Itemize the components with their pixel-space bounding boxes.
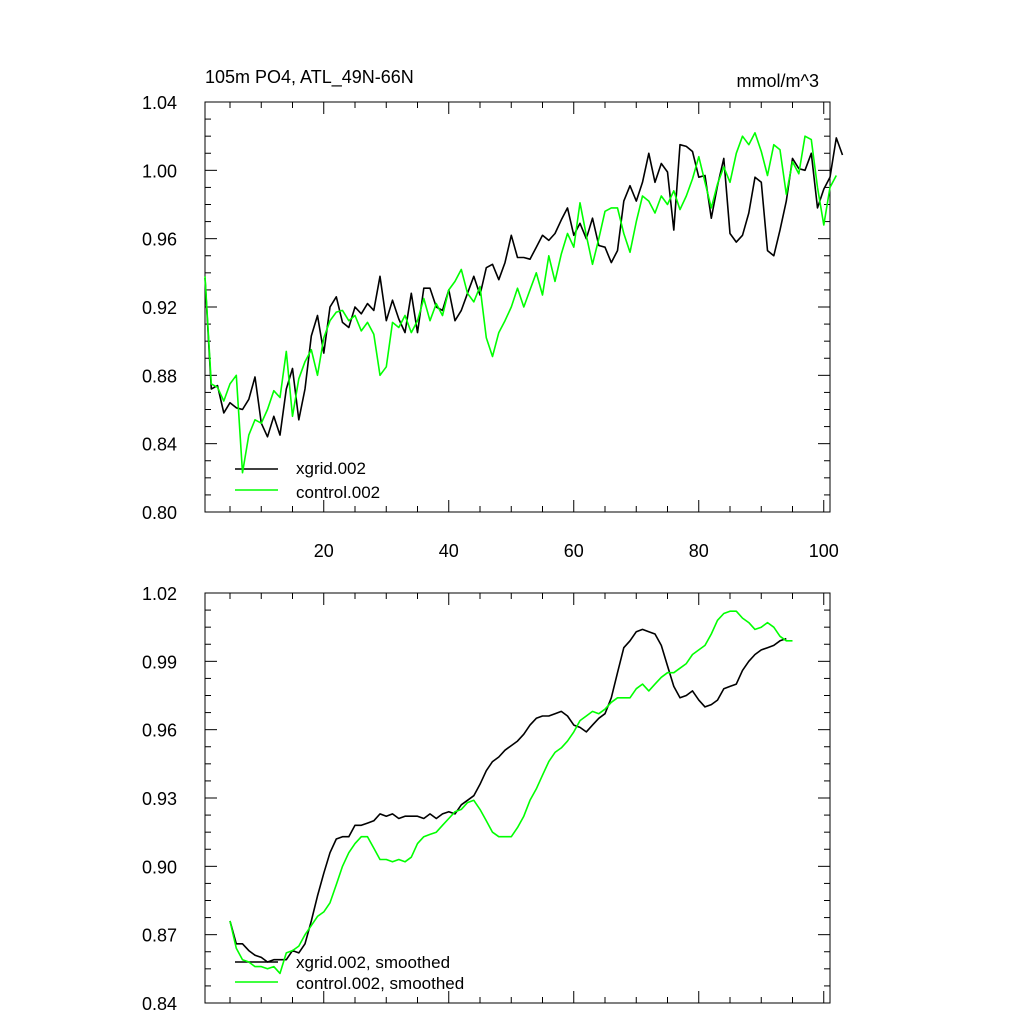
top-legend-label-control: control.002 bbox=[296, 483, 380, 502]
top-y-tick-label: 0.88 bbox=[142, 366, 177, 386]
top-y-tick-label: 0.84 bbox=[142, 435, 177, 455]
top-x-tick-label: 60 bbox=[564, 541, 584, 561]
top-series-line-control bbox=[204, 132, 838, 474]
top-legend-label-xgrid: xgrid.002 bbox=[296, 459, 366, 478]
top-y-tick-label: 1.04 bbox=[142, 93, 177, 113]
top-y-tick-label: 0.92 bbox=[142, 298, 177, 318]
bottom-series-line-control bbox=[229, 610, 793, 975]
top-series-line-xgrid bbox=[204, 137, 844, 438]
bottom-series-line-xgrid bbox=[229, 628, 787, 963]
bottom-plot-frame bbox=[204, 592, 831, 1004]
top-x-tick-label: 40 bbox=[439, 541, 459, 561]
top-plot-frame bbox=[204, 101, 831, 513]
bottom-legend-label-xgrid: xgrid.002, smoothed bbox=[296, 953, 450, 972]
top-x-tick-label: 20 bbox=[314, 541, 334, 561]
top-y-tick-label: 0.96 bbox=[142, 230, 177, 250]
bottom-y-tick-label: 0.96 bbox=[142, 721, 177, 741]
top-x-tick-label: 80 bbox=[689, 541, 709, 561]
top-chart-units: mmol/m^3 bbox=[737, 71, 819, 91]
top-x-tick-label: 100 bbox=[809, 541, 839, 561]
top-y-tick-label: 0.80 bbox=[142, 503, 177, 523]
top-chart-title: 105m PO4, ATL_49N-66N bbox=[205, 67, 414, 88]
top-y-tick-label: 1.00 bbox=[142, 161, 177, 181]
bottom-y-tick-label: 0.90 bbox=[142, 857, 177, 877]
bottom-y-tick-label: 0.93 bbox=[142, 789, 177, 809]
bottom-y-tick-label: 0.99 bbox=[142, 652, 177, 672]
bottom-y-tick-label: 1.02 bbox=[142, 584, 177, 604]
bottom-legend-label-control: control.002, smoothed bbox=[296, 974, 464, 993]
bottom-y-tick-label: 0.87 bbox=[142, 926, 177, 946]
bottom-y-tick-label: 0.84 bbox=[142, 994, 177, 1014]
